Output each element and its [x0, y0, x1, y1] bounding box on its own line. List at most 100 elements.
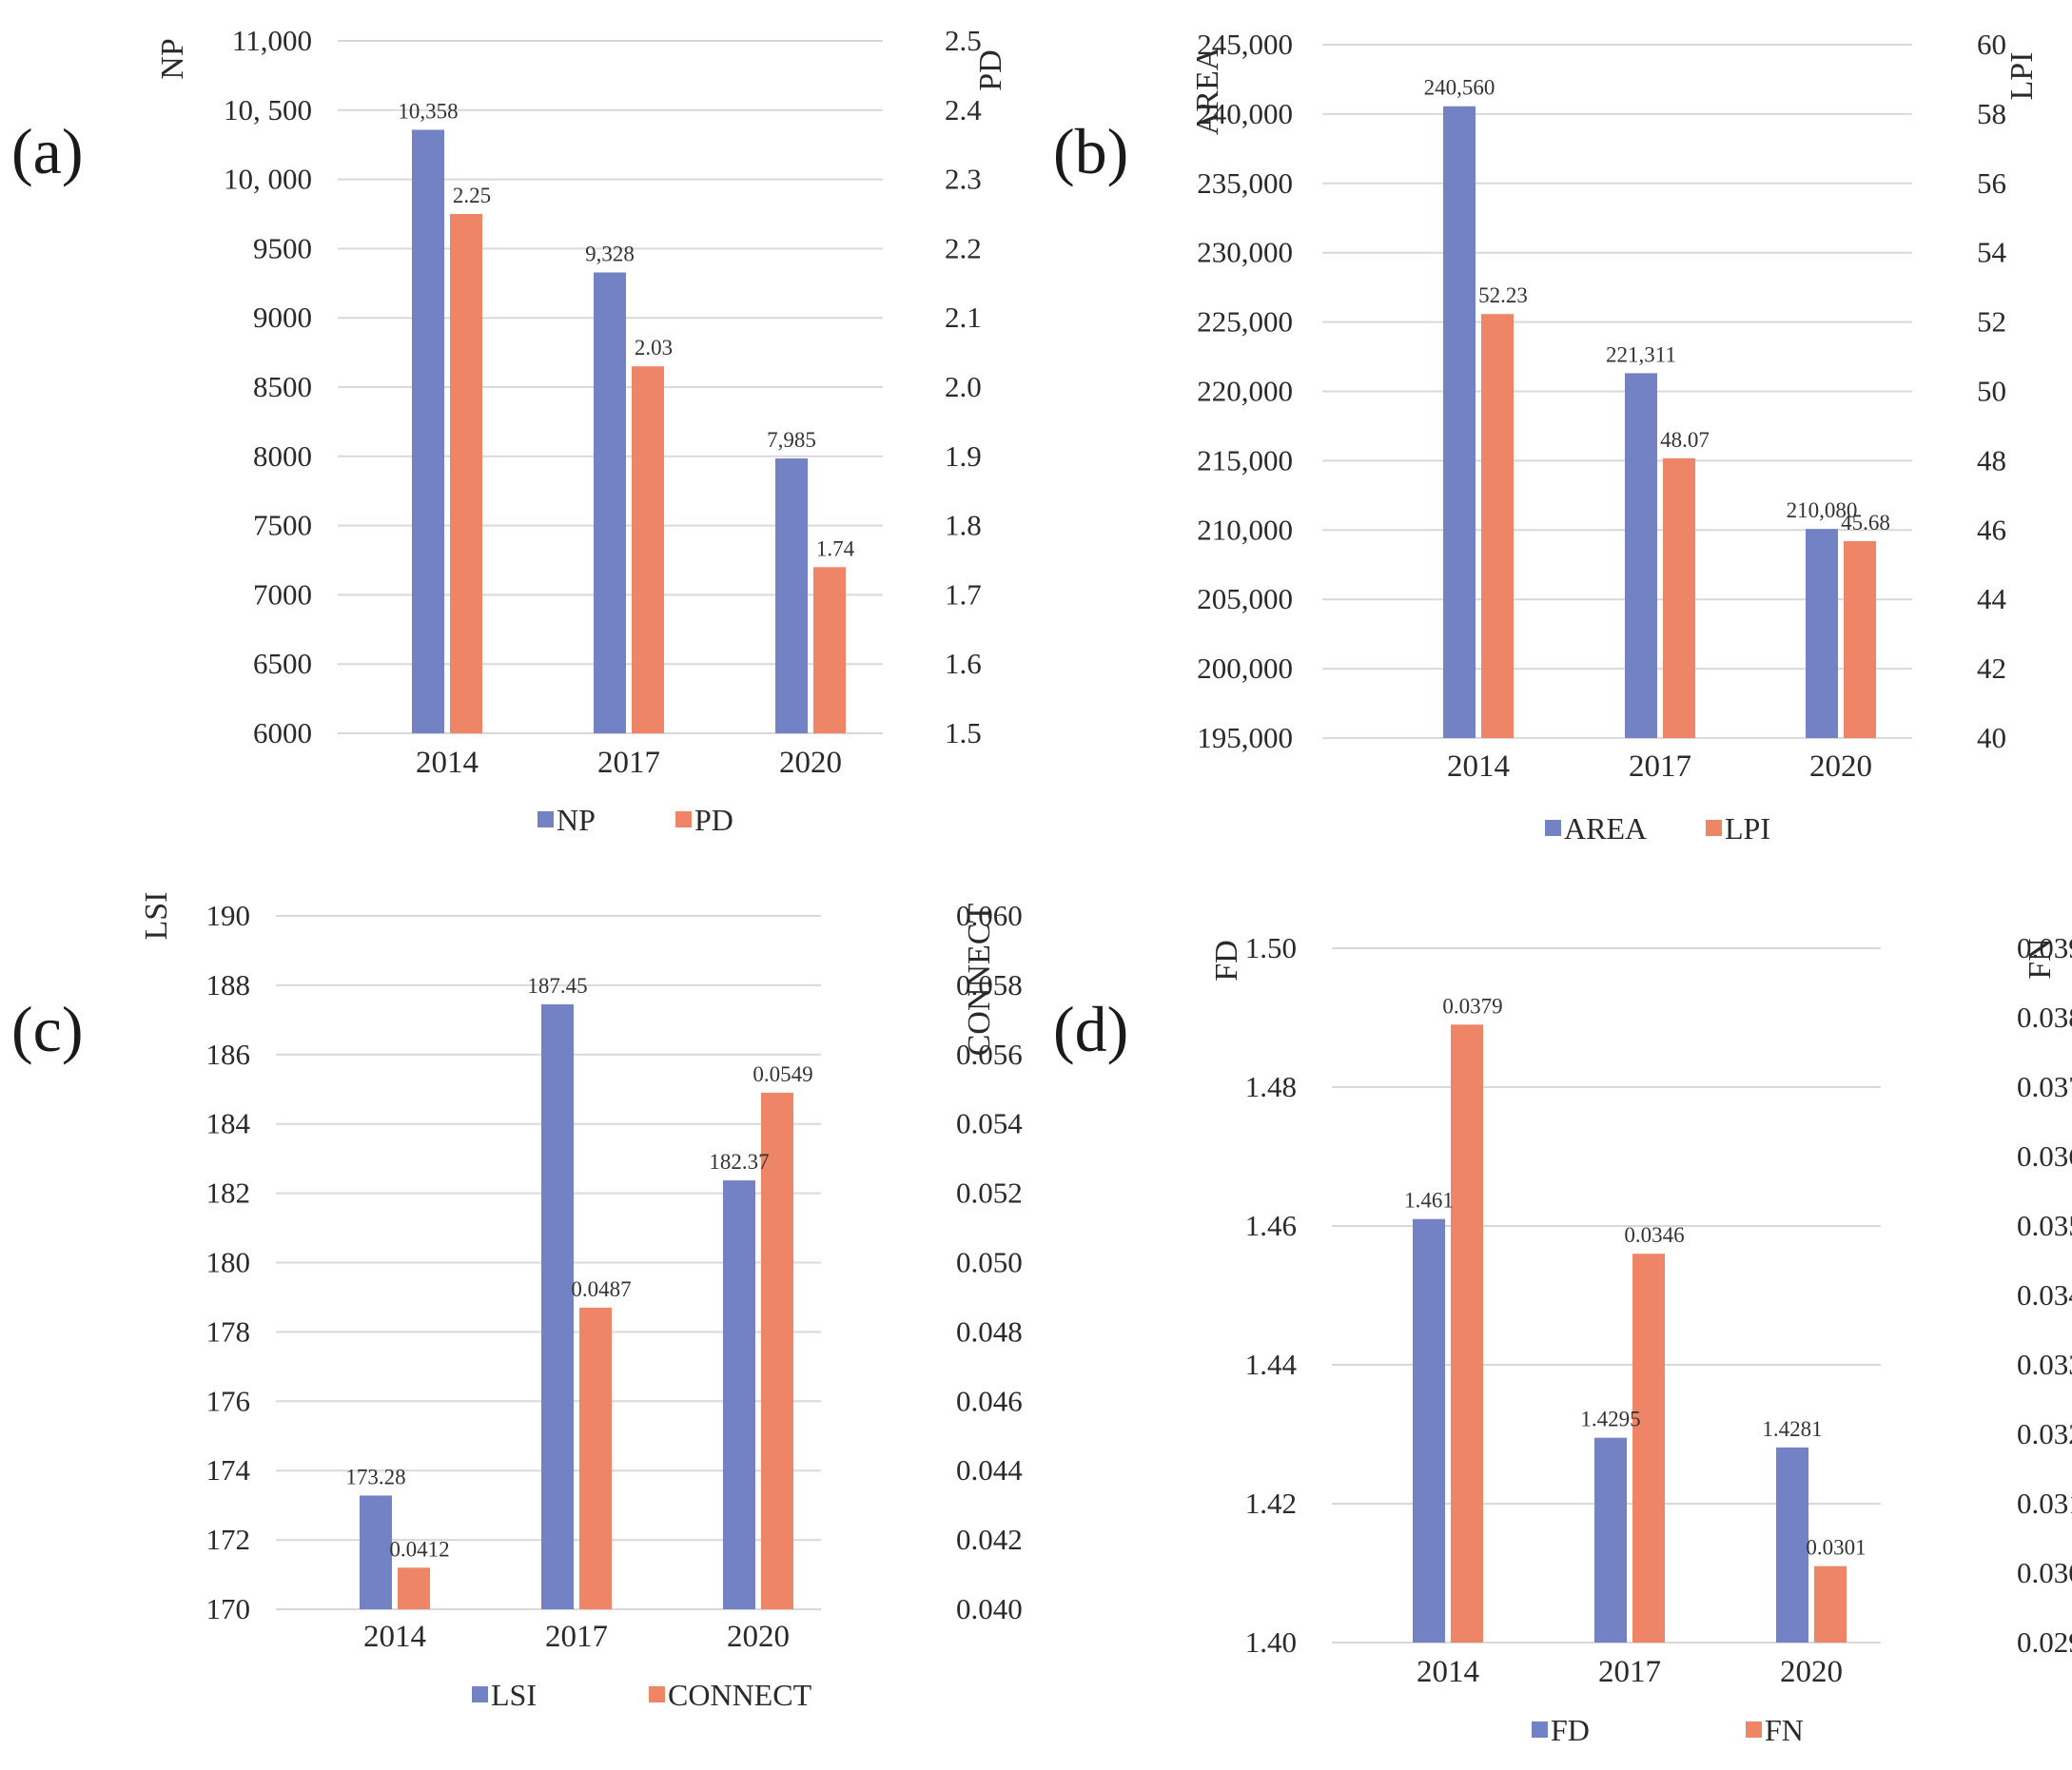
- panel-4-bar-fn: [1451, 1024, 1483, 1643]
- panel-3-y2-axis-title: CONNECT: [962, 903, 997, 1056]
- panel-4-y-tick: 1.46: [1245, 1209, 1297, 1242]
- panel-3-data-label-connect: 0.0549: [753, 1062, 812, 1086]
- panel-3-y2-tick: 0.042: [956, 1523, 1023, 1556]
- panel-4-legend-label: FN: [1765, 1713, 1804, 1747]
- panel-2-data-label-lpi: 45.68: [1841, 511, 1890, 535]
- panel-2-y-tick: 215,000: [1197, 443, 1293, 477]
- panel-2-legend-label: LPI: [1725, 811, 1770, 846]
- panel-3-y2-tick: 0.048: [956, 1314, 1023, 1348]
- panel-2-bar-area: [1625, 373, 1657, 738]
- panel-4-y2-tick: 0.034: [2017, 1278, 2072, 1312]
- panel-1-legend-label: NP: [557, 803, 596, 837]
- panel-2-y-axis-title: AREA: [1190, 47, 1225, 135]
- panel-2-y2-tick: 48: [1977, 443, 2006, 477]
- panel-2-bar-lpi: [1481, 314, 1514, 738]
- panel-1-y-tick: 6500: [253, 647, 312, 680]
- panel-4-y2-tick: 0.029: [2017, 1625, 2072, 1659]
- panel-2-y2-tick: 40: [1977, 721, 2006, 754]
- panel-4-y2-tick: 0.038: [2017, 1001, 2072, 1034]
- panel-4-y2-tick: 0.037: [2017, 1070, 2072, 1103]
- panel-2-y-tick: 220,000: [1197, 375, 1293, 408]
- panel-4-data-label-fd: 1.4295: [1580, 1408, 1640, 1431]
- panel-2-data-label-lpi: 52.23: [1478, 283, 1528, 307]
- panel-4-legend-swatch: [1532, 1721, 1548, 1738]
- panel-2-legend-swatch: [1706, 820, 1722, 836]
- panel-4-data-label-fn: 0.0346: [1624, 1223, 1684, 1247]
- panel-3-y-tick: 182: [206, 1177, 251, 1210]
- panel-4-bar-fd: [1776, 1447, 1808, 1643]
- panel-3-x-tick: 2014: [363, 1620, 426, 1654]
- panel-3-bar-connect: [398, 1567, 430, 1609]
- panel-4-data-label-fn: 0.0379: [1442, 994, 1502, 1018]
- panel-2-x-tick: 2017: [1629, 749, 1691, 784]
- panel-1-y2-tick: 2.4: [945, 93, 982, 126]
- panel-1-y-tick: 9000: [253, 301, 312, 334]
- panel-4-letter: (d): [1053, 993, 1128, 1065]
- panel-3-legend-swatch: [472, 1686, 488, 1702]
- panel-3-x-tick: 2017: [545, 1620, 608, 1654]
- panel-4-legend-swatch: [1746, 1721, 1762, 1738]
- panel-4-bar-fn: [1814, 1566, 1847, 1643]
- panel-1-y2-tick: 2.2: [945, 231, 982, 264]
- panel-2-y2-tick: 52: [1977, 305, 2006, 339]
- panel-4-y2-tick: 0.031: [2017, 1487, 2072, 1520]
- panel-1-y-tick: 7500: [253, 509, 312, 542]
- panel-1-data-label-pd: 1.74: [816, 536, 855, 560]
- panel-3-data-label-connect: 0.0487: [571, 1277, 631, 1301]
- panel-3-bar-lsi: [360, 1495, 392, 1609]
- panel-4-y-tick: 1.44: [1245, 1348, 1298, 1381]
- panel-3-y-tick: 190: [206, 899, 251, 932]
- panel-3-y2-tick: 0.046: [956, 1384, 1023, 1417]
- panel-2-y2-tick: 42: [1977, 652, 2006, 685]
- panel-2-legend-label: AREA: [1564, 811, 1647, 846]
- panel-1-bar-np: [775, 457, 808, 733]
- panel-1-x-tick: 2020: [779, 746, 842, 780]
- panel-3-y-tick: 170: [206, 1592, 251, 1625]
- panel-1-bar-pd: [813, 567, 846, 733]
- panel-1-y-axis-title: NP: [155, 38, 190, 79]
- panel-3-y2-tick: 0.040: [956, 1592, 1023, 1625]
- panel-1-y2-tick: 1.5: [945, 716, 982, 749]
- panel-1-y2-tick: 1.7: [945, 577, 982, 611]
- panel-3-x-tick: 2020: [727, 1620, 790, 1654]
- panel-4-y-tick: 1.48: [1245, 1070, 1297, 1103]
- panel-4-bar-fd: [1413, 1218, 1445, 1643]
- panel-3-legend-label: CONNECT: [668, 1678, 812, 1712]
- panel-2-y2-tick: 44: [1977, 582, 2007, 615]
- panel-1-y2-axis-title: PD: [973, 49, 1008, 90]
- panel-1-y2-tick: 2.0: [945, 370, 982, 403]
- panel-1-bar-np: [412, 129, 444, 733]
- panel-2-y-tick: 235,000: [1197, 166, 1293, 200]
- panel-1-x-tick: 2014: [416, 746, 479, 780]
- panel-1-y-tick: 10, 000: [224, 163, 312, 196]
- panel-3-y-tick: 172: [206, 1523, 251, 1556]
- panel-3-data-label-lsi: 182.37: [709, 1150, 769, 1174]
- panel-2-data-label-area: 210,080: [1787, 498, 1858, 522]
- panel-1-data-label-np: 10,358: [398, 99, 458, 123]
- panel-2-letter: (b): [1053, 115, 1128, 187]
- panel-1-data-label-pd: 2.03: [635, 336, 673, 360]
- panel-3-y-tick: 174: [206, 1453, 251, 1487]
- panel-2-y-tick: 225,000: [1197, 305, 1293, 339]
- panel-1-bar-np: [594, 272, 626, 733]
- panel-1-y2-tick: 2.1: [945, 301, 982, 334]
- panel-1-bar-pd: [450, 214, 482, 733]
- panel-2-y2-tick: 46: [1977, 513, 2006, 546]
- panel-4-y2-tick: 0.033: [2017, 1348, 2072, 1381]
- panel-4-y2-tick: 0.032: [2017, 1417, 2072, 1450]
- panel-2-legend-swatch: [1545, 820, 1561, 836]
- panel-2-y2-tick: 56: [1977, 166, 2006, 200]
- panel-1-y-tick: 7000: [253, 577, 312, 611]
- panel-2-y2-tick: 60: [1977, 28, 2006, 61]
- panel-4-y-axis-title: FD: [1209, 940, 1244, 981]
- panel-3-bar-lsi: [541, 1003, 574, 1609]
- panel-2-y2-tick: 50: [1977, 375, 2006, 408]
- panel-3-data-label-lsi: 187.45: [527, 974, 587, 998]
- panel-2-x-tick: 2014: [1447, 749, 1510, 784]
- panel-2-y2-tick: 58: [1977, 97, 2006, 130]
- panel-3-legend-label: LSI: [491, 1678, 537, 1712]
- panel-3-legend-swatch: [649, 1686, 665, 1702]
- panel-2-y-tick: 195,000: [1197, 721, 1293, 754]
- panel-3-y-tick: 176: [206, 1384, 251, 1417]
- panel-4-y2-tick: 0.035: [2017, 1209, 2072, 1242]
